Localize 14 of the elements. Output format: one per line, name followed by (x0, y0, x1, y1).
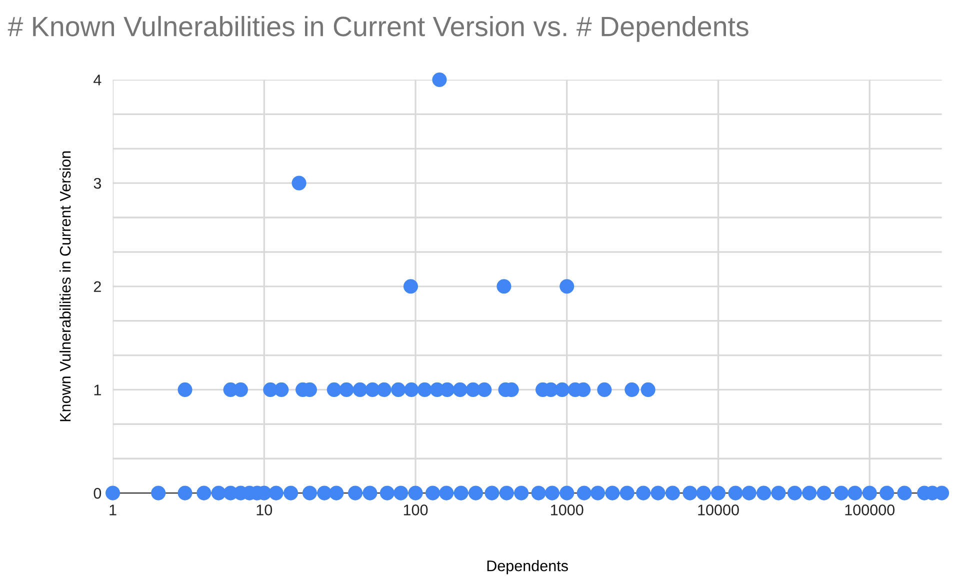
x-tick-label: 1 (110, 504, 116, 516)
y-axis-title: Known Vulnerabilities in Current Version (59, 151, 71, 422)
x-tick-label: 100000 (845, 504, 895, 516)
x-tick-label: 100 (404, 504, 428, 516)
y-tick-label: 1 (94, 384, 101, 396)
x-tick-label: 10 (256, 504, 272, 516)
y-tick-label: 3 (94, 178, 102, 189)
x-tick-label: 1000 (551, 504, 584, 516)
y-tick-label: 4 (94, 74, 102, 86)
x-axis-title: Dependents (487, 560, 568, 574)
chart-title: # Known Vulnerabilities in Current Version vs. # Dependents (8, 16, 748, 42)
y-tick-label: 0 (94, 488, 102, 499)
x-tick-label: 10000 (698, 504, 739, 516)
y-tick-label: 2 (94, 281, 101, 292)
